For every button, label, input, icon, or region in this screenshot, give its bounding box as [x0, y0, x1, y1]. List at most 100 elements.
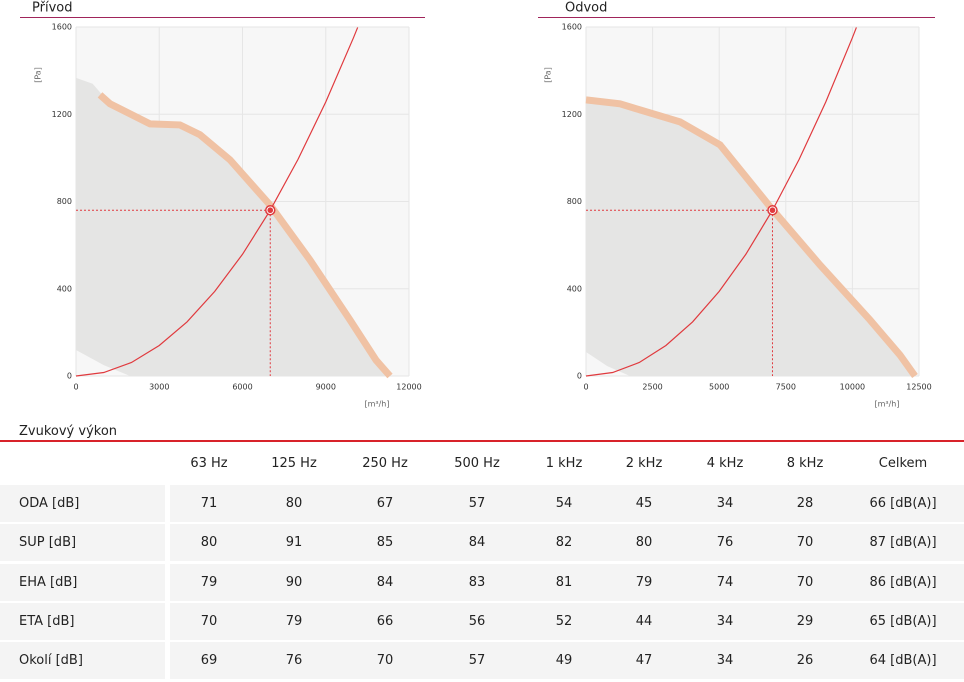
column-header: 125 Hz [271, 456, 317, 471]
column-header: 2 kHz [625, 456, 663, 471]
x-tick-label: 6000 [232, 383, 252, 392]
table-value: 82 [555, 535, 573, 551]
table-value: 74 [716, 574, 734, 590]
table-value: 80 [285, 496, 303, 511]
envelope-area [76, 77, 390, 377]
row-label-bg [0, 642, 165, 680]
table-value: 84 [376, 574, 394, 590]
x-tick-label: 0 [583, 383, 588, 392]
table-value: 66 [dB(A)] [869, 496, 937, 511]
y-tick-label: 800 [57, 197, 72, 206]
x-tick-label: 2500 [642, 383, 662, 392]
row-bg [170, 602, 964, 640]
table-value: 44 [635, 613, 653, 629]
y-tick-label: 1200 [562, 110, 582, 119]
table-value: 28 [796, 496, 814, 511]
column-header: 250 Hz [362, 456, 408, 471]
x-tick-label: 0 [73, 383, 78, 392]
system-curve [75, 27, 359, 377]
table-value: 70 [376, 653, 394, 669]
x-tick-label: 7500 [776, 383, 796, 392]
operating-point-core [267, 207, 274, 214]
table-value: 45 [635, 496, 653, 511]
table-title: Zvukový výkon [19, 424, 118, 439]
table-value: 67 [376, 496, 394, 511]
row-bg [170, 524, 964, 562]
x-tick-label: 12500 [906, 383, 931, 392]
table-value: 76 [285, 653, 303, 669]
x-tick-label: 10000 [840, 383, 865, 392]
table-value: 71 [200, 496, 218, 511]
system-curve [585, 27, 857, 377]
table-value: 64 [dB(A)] [869, 653, 937, 669]
table-value: 76 [716, 535, 734, 551]
y-axis-label: [Pa] [544, 67, 553, 83]
y-tick-label: 400 [567, 284, 582, 293]
table-value: 79 [200, 574, 218, 590]
table-value: 69 [200, 653, 218, 669]
row-bg [170, 485, 964, 522]
column-header: 4 kHz [706, 456, 744, 471]
y-tick-label: 400 [57, 284, 72, 293]
table-value: 70 [796, 574, 814, 590]
table-value: 81 [555, 574, 573, 590]
table-value: 85 [376, 535, 394, 551]
column-header: 63 Hz [190, 456, 228, 471]
x-tick-label: 12000 [396, 383, 421, 392]
table-value: 57 [468, 653, 486, 669]
table-value: 34 [716, 613, 734, 629]
table-value: 86 [dB(A)] [869, 574, 937, 590]
table-value: 29 [796, 613, 814, 629]
column-header: 1 kHz [545, 456, 583, 471]
table-value: 79 [285, 613, 303, 629]
table-value: 83 [468, 574, 486, 590]
row-label: ODA [dB] [19, 496, 80, 511]
row-label-bg [0, 563, 165, 601]
y-tick-label: 800 [567, 197, 582, 206]
table-value: 80 [635, 535, 653, 551]
row-label-bg [0, 485, 165, 522]
row-label: Okolí [dB] [19, 653, 83, 669]
x-axis-label: [m³/h] [874, 400, 899, 409]
operating-point-core [769, 207, 776, 214]
row-bg [170, 563, 964, 601]
table-value: 54 [555, 496, 573, 511]
table-value: 66 [376, 613, 394, 629]
table-value: 47 [635, 653, 653, 669]
y-tick-label: 1600 [562, 23, 582, 32]
table-value: 87 [dB(A)] [869, 535, 937, 551]
chart-title: Odvod [565, 1, 607, 16]
envelope-area [586, 99, 916, 376]
x-axis-label: [m³/h] [364, 400, 389, 409]
column-header: 8 kHz [786, 456, 824, 471]
table-value: 79 [635, 574, 653, 590]
row-label-bg [0, 602, 165, 640]
table-value: 65 [dB(A)] [869, 613, 937, 629]
chart-title: Přívod [32, 1, 72, 16]
table-value: 70 [200, 613, 218, 629]
row-label: EHA [dB] [19, 574, 78, 590]
row-label: ETA [dB] [19, 613, 75, 629]
table-value: 84 [468, 535, 486, 551]
table-value: 80 [200, 535, 218, 551]
x-tick-label: 5000 [709, 383, 729, 392]
table-value: 34 [716, 653, 734, 669]
table-rule [0, 440, 964, 442]
table-value: 56 [468, 613, 486, 629]
column-header: Celkem [878, 456, 928, 471]
table-value: 49 [555, 653, 573, 669]
table-value: 91 [285, 535, 303, 551]
table-value: 57 [468, 496, 486, 511]
row-label: SUP [dB] [19, 535, 77, 551]
row-label-bg [0, 524, 165, 562]
table-value: 52 [555, 613, 573, 629]
fan-curve [585, 96, 918, 379]
fan-curve [97, 92, 393, 379]
table-value: 26 [796, 653, 814, 669]
y-tick-label: 0 [67, 372, 72, 381]
table-value: 70 [796, 535, 814, 551]
x-tick-label: 9000 [316, 383, 336, 392]
y-tick-label: 1600 [52, 23, 72, 32]
y-axis-label: [Pa] [34, 67, 43, 83]
